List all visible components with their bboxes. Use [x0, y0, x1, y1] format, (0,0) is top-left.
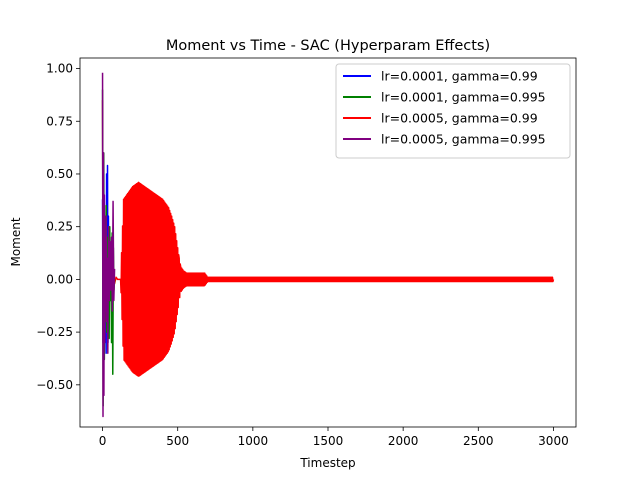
y-tick-label: 0.00 [46, 272, 73, 286]
x-tick-label: 2000 [388, 434, 419, 448]
chart-title: Moment vs Time - SAC (Hyperparam Effects… [166, 38, 490, 54]
legend-label: lr=0.0001, gamma=0.995 [381, 90, 546, 105]
y-tick-label: −0.25 [36, 325, 73, 339]
y-tick-label: 0.25 [46, 220, 73, 234]
x-tick-label: 3000 [538, 434, 569, 448]
legend: lr=0.0001, gamma=0.99 lr=0.0001, gamma=0.… [335, 63, 571, 159]
x-tick-label: 500 [166, 434, 189, 448]
x-axis-label: Timestep [299, 456, 355, 470]
x-tick-label: 1500 [313, 434, 344, 448]
series-line-3 [101, 100, 555, 377]
series-line-4 [101, 72, 116, 418]
x-axis: 0 500 1000 1500 2000 2500 3000 [99, 427, 569, 448]
legend-label: lr=0.0005, gamma=0.995 [381, 132, 546, 147]
legend-label: lr=0.0005, gamma=0.99 [381, 111, 538, 126]
legend-box [335, 63, 571, 159]
y-axis-label: Moment [9, 217, 23, 266]
y-axis: −0.50 −0.25 0.00 0.25 0.50 0.75 1.00 [36, 62, 80, 392]
y-tick-label: 0.50 [46, 167, 73, 181]
y-tick-label: 0.75 [46, 114, 73, 128]
x-tick-label: 0 [99, 434, 107, 448]
legend-label: lr=0.0001, gamma=0.99 [381, 69, 538, 84]
y-tick-label: 1.00 [46, 62, 73, 76]
x-tick-label: 2500 [463, 434, 494, 448]
series-layer [101, 72, 555, 418]
y-tick-label: −0.50 [36, 378, 73, 392]
x-tick-label: 1000 [238, 434, 269, 448]
